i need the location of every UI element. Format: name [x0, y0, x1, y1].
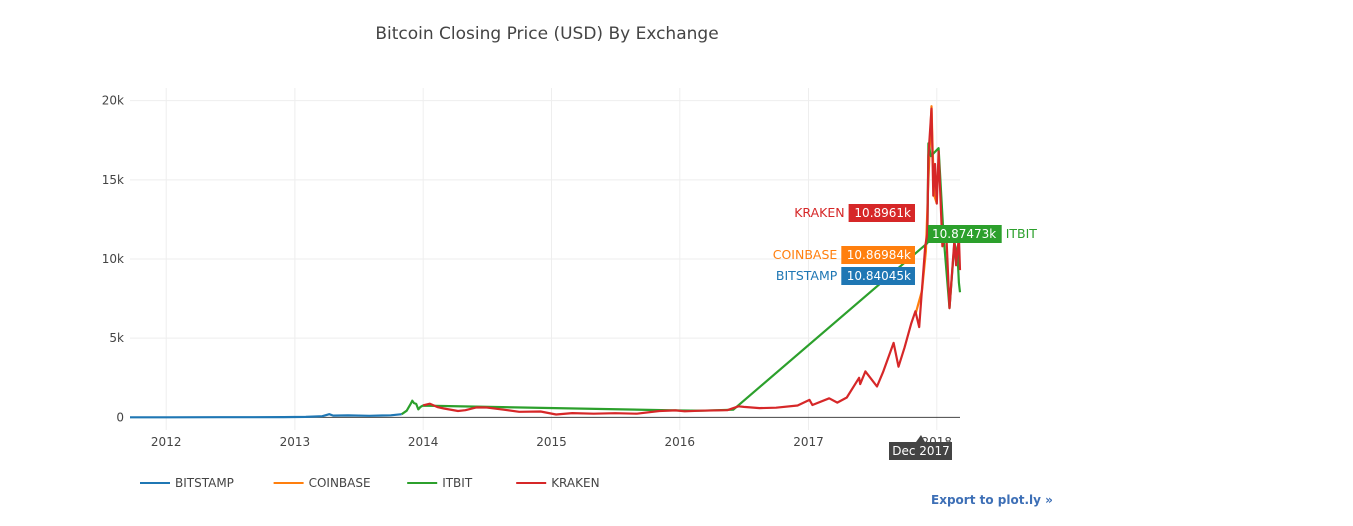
grid: [130, 88, 960, 430]
legend-label: BITSTAMP: [175, 476, 234, 490]
hover-label-coinbase: 10.86984k COINBASE: [773, 246, 915, 264]
hover-series-name: BITSTAMP: [776, 268, 838, 283]
hover-box: [841, 246, 915, 264]
series-line-coinbase[interactable]: [914, 105, 938, 315]
hover-value: 10.86984k: [847, 248, 911, 262]
plot-area[interactable]: [130, 105, 962, 419]
hover-box: [848, 204, 915, 222]
hover-series-name: COINBASE: [773, 247, 838, 262]
export-to-plotly-link[interactable]: Export to plot.ly »: [931, 493, 1053, 507]
legend[interactable]: BITSTAMP COINBASE ITBIT KRAKEN: [140, 476, 600, 490]
hover-label-itbit: 10.87473k ITBIT: [928, 225, 1037, 243]
x-tick-label: 2014: [408, 435, 439, 449]
hover-x-text: Dec 2017: [892, 444, 950, 458]
hover-labels: 10.8961k KRAKEN 10.87473k ITBIT 10.86984k COI…: [773, 204, 1037, 460]
series-line-kraken[interactable]: [422, 107, 962, 416]
series-line-bitstamp[interactable]: [130, 413, 402, 419]
legend-item-coinbase[interactable]: COINBASE: [273, 476, 371, 490]
axes: 201220132014201520162017201805k10k15k20k: [102, 94, 960, 449]
y-tick-label: 10k: [102, 252, 124, 266]
x-tick-label: 2012: [151, 435, 182, 449]
hover-value: 10.8961k: [854, 206, 911, 220]
hover-label-bitstamp: 10.84045k BITSTAMP: [776, 267, 915, 285]
chart-title: Bitcoin Closing Price (USD) By Exchange: [375, 24, 718, 44]
hover-series-name: ITBIT: [1006, 226, 1038, 241]
y-tick-label: 0: [116, 410, 124, 424]
hover-label-kraken: 10.8961k KRAKEN: [794, 204, 915, 222]
hover-box: [928, 225, 1002, 243]
hover-series-name: KRAKEN: [794, 205, 844, 220]
legend-label: KRAKEN: [551, 476, 599, 490]
hover-box: [841, 267, 915, 285]
hover-x-box: [889, 435, 952, 460]
legend-item-kraken[interactable]: KRAKEN: [516, 476, 600, 490]
hover-value: 10.87473k: [932, 227, 996, 241]
x-tick-label: 2017: [793, 435, 824, 449]
hover-x-label: Dec 2017: [889, 435, 952, 460]
legend-item-itbit[interactable]: ITBIT: [407, 476, 473, 490]
legend-label: COINBASE: [309, 476, 371, 490]
y-tick-label: 5k: [109, 331, 124, 345]
legend-item-bitstamp[interactable]: BITSTAMP: [140, 476, 234, 490]
y-tick-label: 20k: [102, 94, 124, 108]
x-tick-label: 2013: [280, 435, 311, 449]
x-tick-label: 2015: [536, 435, 567, 449]
y-tick-label: 15k: [102, 173, 124, 187]
hover-value: 10.84045k: [847, 269, 911, 283]
x-tick-label: 2016: [665, 435, 696, 449]
legend-label: ITBIT: [442, 476, 473, 490]
